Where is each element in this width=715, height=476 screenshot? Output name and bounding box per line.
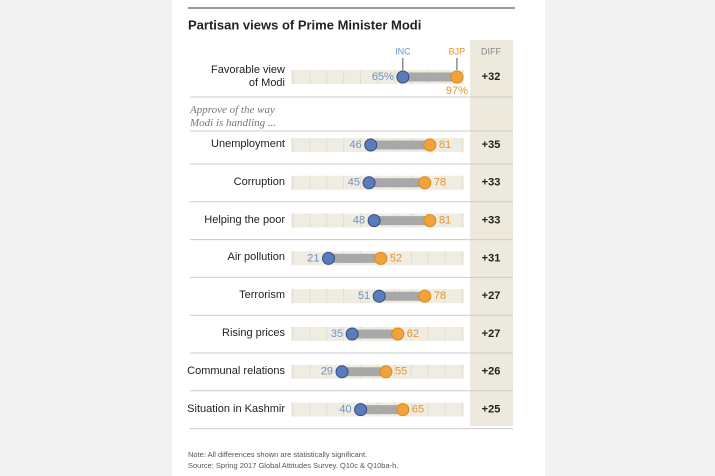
value-label: 81 [439, 139, 451, 151]
value-label: 52 [390, 252, 402, 264]
legend-label: BJP [449, 46, 466, 56]
dot [367, 214, 381, 228]
chart-title: Partisan views of Prime Minister Modi [188, 17, 421, 32]
dot [396, 70, 410, 84]
dot [423, 138, 437, 152]
note: Note: All differences shown are statisti… [188, 450, 368, 459]
category-label: Corruption [233, 175, 285, 188]
dot [423, 214, 437, 228]
dot [335, 365, 349, 379]
category-label: Favorable view of Modi [211, 64, 285, 89]
diff-value: +27 [482, 328, 501, 340]
category-label: Rising prices [222, 327, 285, 339]
dot [418, 289, 432, 303]
category-label: Terrorism [239, 289, 285, 302]
dot [450, 70, 464, 84]
diff-value: +27 [482, 290, 501, 302]
category-label: Situation in Kashmir [187, 402, 285, 415]
dot [396, 403, 410, 417]
category-label: Communal relations [187, 364, 285, 377]
dot [354, 403, 368, 417]
dot [374, 251, 388, 265]
dot [391, 327, 405, 341]
value-label: 97% [446, 85, 468, 97]
diff-value: +26 [482, 366, 501, 378]
value-label: 45 [348, 177, 360, 189]
value-label: 51 [358, 290, 370, 302]
diff-value: +33 [482, 177, 501, 189]
category-label: Unemployment [211, 138, 285, 150]
value-label: 78 [434, 290, 446, 302]
diff-value: +31 [482, 252, 501, 264]
value-label: 62 [407, 328, 419, 340]
dot [321, 251, 335, 265]
category-label: Air pollution [227, 251, 285, 264]
value-label: 46 [349, 139, 361, 151]
dot [379, 365, 393, 379]
value-label: 55 [395, 366, 407, 378]
dot [364, 138, 378, 152]
value-label: 81 [439, 215, 451, 227]
value-label: 21 [307, 252, 319, 264]
value-label: 78 [434, 177, 446, 189]
value-label: 29 [321, 366, 333, 378]
diff-value: +25 [482, 404, 501, 416]
diff-column [470, 40, 513, 426]
subtitle: Approve of the way Modi is handling ... [190, 104, 277, 129]
value-label: 48 [353, 215, 365, 227]
value-label: 35 [331, 328, 343, 340]
dot [372, 289, 386, 303]
source: Source: Spring 2017 Global Attitudes Sur… [188, 461, 399, 470]
diff-value: +33 [482, 215, 501, 227]
value-label: 40 [339, 404, 351, 416]
diff-value: +32 [482, 71, 501, 83]
dot [418, 176, 432, 190]
dot [362, 176, 376, 190]
dot [345, 327, 359, 341]
diff-value: +35 [482, 139, 501, 151]
legend-label: INC [395, 46, 411, 56]
category-label: Helping the poor [204, 213, 285, 226]
value-label: 65% [372, 71, 394, 83]
value-label: 65 [412, 404, 424, 416]
diff-header: DIFF [481, 46, 501, 56]
